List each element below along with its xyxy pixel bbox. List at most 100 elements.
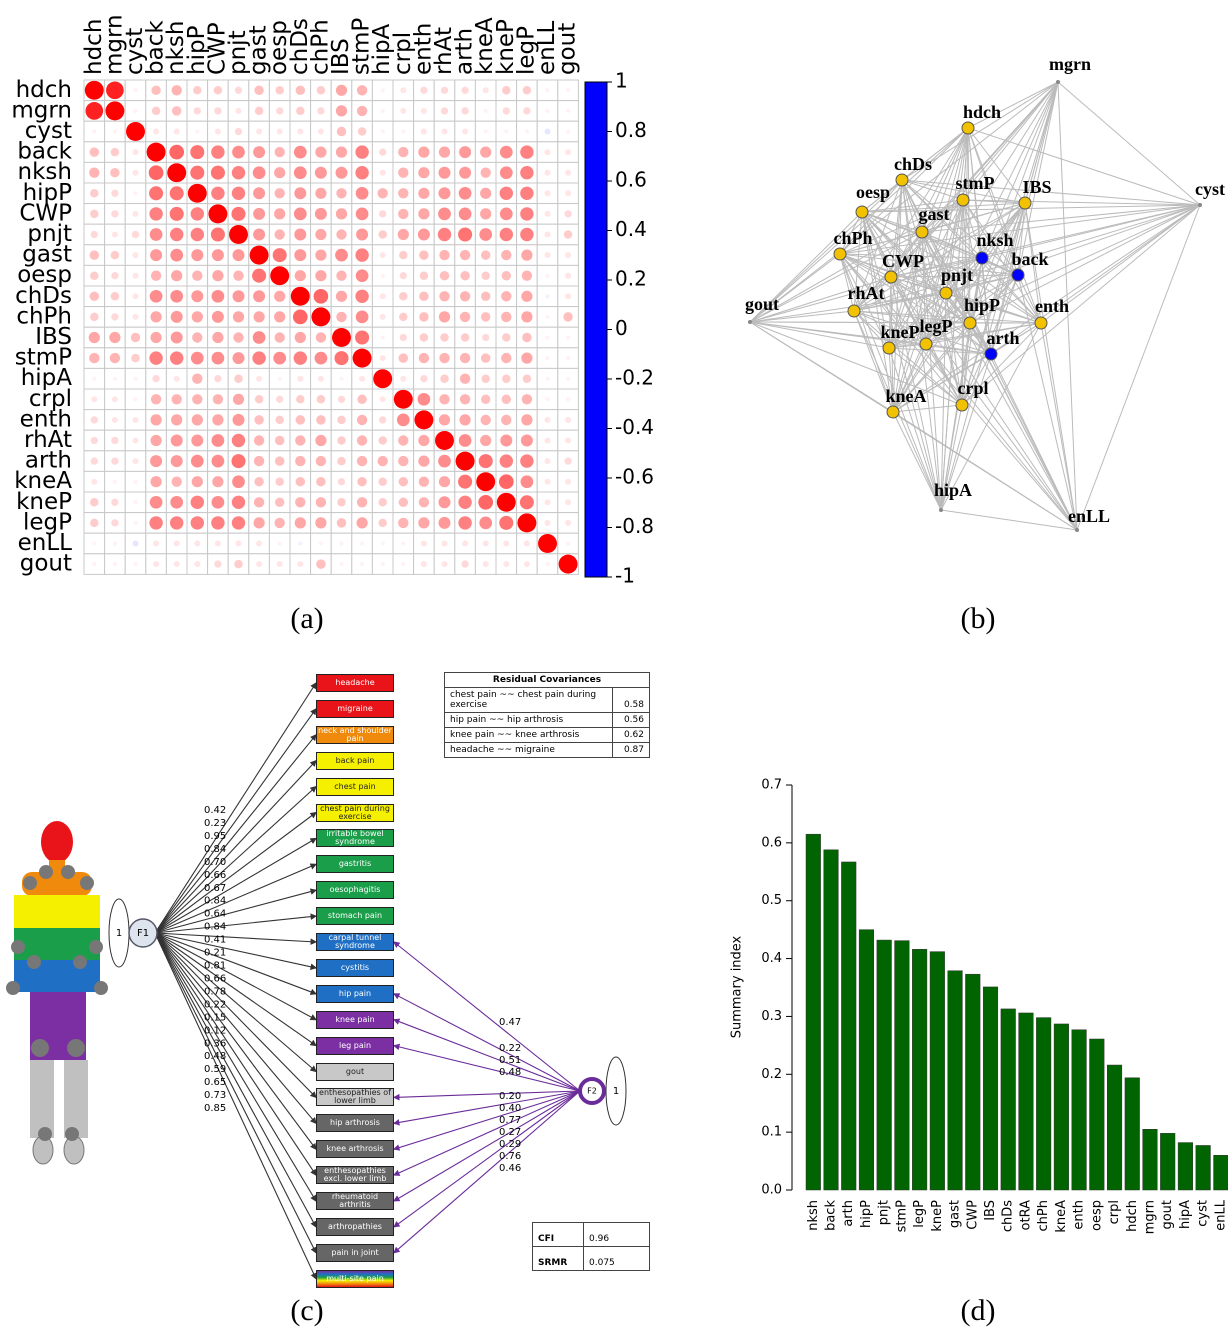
loading-arrow: [154, 932, 317, 1202]
corr-circle: [420, 561, 427, 568]
edge: [990, 274, 1019, 355]
edge: [962, 199, 1042, 324]
loading-label: 0.85: [204, 1103, 226, 1114]
corr-circle: [337, 395, 346, 403]
corr-circle: [355, 269, 369, 283]
corr-circle: [544, 128, 551, 135]
edge: [940, 322, 971, 511]
corr-circle: [193, 86, 202, 95]
loading-arrow: [393, 1090, 581, 1202]
corr-circle: [132, 293, 139, 300]
corr-circle: [545, 273, 550, 278]
indicator-box: enthesopathies excl. lower limb: [316, 1166, 394, 1185]
indicator-box: neck and shoulder pain: [316, 725, 394, 744]
corr-circle: [499, 515, 514, 530]
corr-circle: [378, 230, 387, 239]
corr-circle: [356, 85, 368, 96]
corr-circle: [418, 187, 430, 199]
corr-circle: [499, 166, 513, 180]
indicator-box: stomach pain: [316, 907, 394, 926]
corr-circle: [461, 107, 469, 115]
loading-arrow: [154, 932, 317, 1228]
colorbar-tick-label: 0.2: [615, 267, 647, 291]
corr-circle: [419, 271, 429, 280]
indicator-box: chest pain during exercise: [316, 803, 394, 822]
row-label: arth: [25, 448, 72, 474]
corr-circle: [150, 414, 162, 426]
column-label: enLL: [534, 20, 560, 75]
corr-circle: [191, 249, 204, 262]
corr-circle: [355, 289, 369, 304]
corr-circle: [295, 415, 306, 425]
corr-circle: [544, 190, 551, 197]
corr-circle: [418, 455, 430, 467]
corr-circle: [151, 85, 161, 96]
row-label: enth: [20, 406, 72, 432]
corr-circle: [171, 414, 183, 426]
corr-circle: [398, 188, 409, 199]
edge: [892, 343, 927, 413]
corr-circle: [167, 163, 187, 183]
corr-circle: [293, 145, 307, 159]
x-tick-label: oesp: [1089, 1200, 1104, 1231]
row-label: oesp: [17, 262, 72, 288]
corr-circle: [564, 210, 572, 218]
corr-circle: [439, 270, 450, 281]
x-tick-label: gout: [1160, 1200, 1175, 1230]
corr-circle: [276, 561, 283, 568]
corr-circle: [520, 186, 534, 201]
node-label: hdch: [963, 102, 1001, 122]
x-tick-label: arth: [841, 1200, 856, 1227]
y-tick-label: 0.4: [761, 951, 782, 966]
edge: [921, 231, 942, 511]
corr-circle: [459, 291, 471, 302]
node-label: kneP: [880, 322, 919, 342]
corr-circle: [480, 353, 491, 363]
corr-circle: [274, 311, 286, 323]
corr-circle: [438, 207, 451, 221]
row-label: nksh: [18, 159, 72, 185]
edge: [1017, 202, 1026, 276]
loading-arrow: [392, 1090, 581, 1101]
corr-circle: [379, 396, 386, 403]
loading-arrow: [154, 932, 317, 1280]
corr-circle: [398, 455, 409, 467]
edge: [861, 211, 1078, 531]
corr-circle: [131, 230, 140, 239]
node-label: gout: [745, 294, 779, 314]
edge: [940, 509, 1078, 531]
loading-arrow: [154, 932, 318, 945]
edge: [853, 274, 1019, 312]
loading-label: 0.47: [499, 1017, 521, 1028]
corr-circle: [211, 289, 225, 303]
edge: [961, 202, 1026, 406]
loading-label: 0.65: [204, 1077, 226, 1088]
edge: [861, 199, 964, 213]
y-axis-label: Summary index: [730, 935, 745, 1038]
corr-circle: [420, 86, 428, 94]
corr-circle: [112, 129, 118, 134]
column-label: stmP: [349, 18, 375, 75]
corr-circle: [191, 476, 203, 488]
corr-circle: [337, 478, 346, 486]
corr-circle: [169, 206, 184, 221]
corr-circle: [356, 414, 368, 426]
corr-circle: [132, 313, 139, 320]
edge: [749, 276, 892, 323]
corr-circle: [400, 87, 407, 94]
edge: [839, 253, 894, 413]
factor: [578, 1077, 606, 1105]
row-label: kneP: [16, 489, 72, 515]
corr-circle: [192, 332, 203, 343]
node: [855, 205, 869, 219]
corr-circle: [212, 270, 224, 282]
edge: [749, 231, 923, 323]
corr-circle: [274, 332, 285, 343]
corr-circle: [521, 249, 533, 261]
corr-circle: [439, 291, 450, 302]
loading-label: 0.84: [204, 922, 226, 933]
corr-circle: [149, 207, 163, 221]
x-tick-label: enth: [1072, 1200, 1087, 1230]
table-cell: SRMR: [532, 1246, 584, 1271]
corr-circle: [398, 208, 409, 220]
